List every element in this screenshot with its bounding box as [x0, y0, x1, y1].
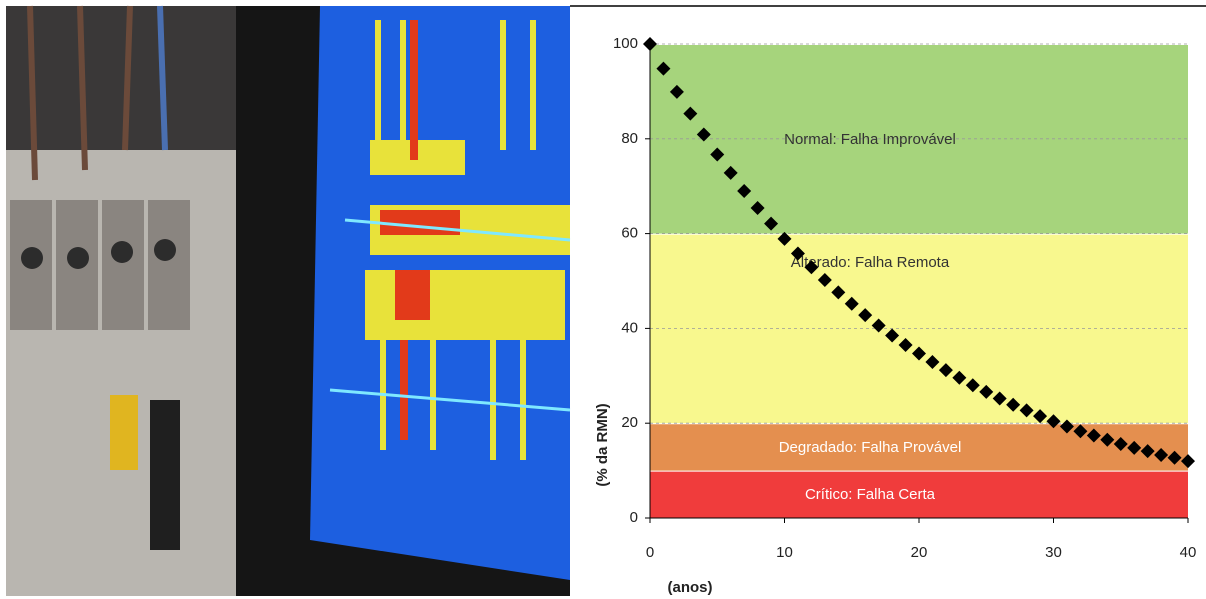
- point: [1167, 450, 1182, 465]
- y-tick-label: 40: [621, 319, 638, 336]
- x-tick-label: 0: [646, 544, 654, 561]
- point: [871, 318, 886, 333]
- thermal-heat: [380, 20, 460, 440]
- point: [750, 201, 765, 216]
- breaker-switch: [110, 395, 138, 470]
- point: [696, 127, 711, 142]
- point: [992, 391, 1007, 406]
- y-tick-label: 0: [630, 509, 638, 526]
- band: [650, 233, 1188, 424]
- band-label: Normal: Falha Improvável: [784, 131, 956, 148]
- point: [844, 296, 859, 311]
- point: [965, 378, 980, 393]
- y-axis-label: (% da RMN): [594, 403, 611, 486]
- point: [885, 328, 900, 343]
- point: [898, 337, 913, 352]
- y-tick-label: 80: [621, 130, 638, 147]
- thermal-lines: [329, 218, 571, 412]
- point: [1127, 440, 1142, 455]
- wires: [27, 5, 168, 181]
- x-tick-label: 20: [911, 544, 928, 561]
- point: [1033, 409, 1048, 424]
- point: [1181, 454, 1195, 469]
- point: [979, 384, 994, 399]
- point: [683, 106, 698, 121]
- band-label: Alterado: Falha Remota: [791, 254, 950, 271]
- breaker-holes: [21, 239, 176, 269]
- point: [656, 61, 671, 76]
- point: [1073, 424, 1088, 439]
- point: [737, 183, 752, 198]
- point: [790, 246, 805, 261]
- x-tick-label: 40: [1180, 544, 1197, 561]
- photo: [6, 5, 571, 596]
- point: [1086, 428, 1101, 443]
- band-label: Crítico: Falha Certa: [805, 486, 936, 503]
- x-tick-label: 30: [1045, 544, 1062, 561]
- point: [1100, 432, 1115, 447]
- y-tick-label: 20: [621, 414, 638, 431]
- point: [938, 363, 953, 378]
- point: [1046, 414, 1061, 429]
- band-label: Degradado: Falha Provável: [779, 439, 962, 456]
- y-tick-label: 100: [613, 35, 638, 52]
- point: [643, 37, 657, 51]
- point: [817, 273, 832, 288]
- x-tick-label: 10: [776, 544, 793, 561]
- breakers: [10, 200, 190, 330]
- point: [912, 346, 926, 361]
- y-tick-label: 60: [621, 225, 638, 242]
- point: [1113, 437, 1128, 452]
- point: [831, 285, 846, 300]
- point: [1154, 447, 1169, 462]
- point: [710, 147, 725, 162]
- point: [669, 84, 684, 99]
- band: [650, 44, 1188, 234]
- point: [777, 231, 792, 246]
- point: [1006, 397, 1021, 412]
- point: [1019, 403, 1034, 418]
- point: [925, 355, 940, 370]
- point: [858, 308, 873, 323]
- point: [1140, 444, 1155, 459]
- point: [952, 370, 967, 385]
- point: [764, 216, 779, 231]
- band: [650, 470, 1188, 518]
- band: [650, 423, 1188, 471]
- point: [804, 260, 819, 275]
- x-axis-label: (anos): [668, 579, 713, 596]
- point: [723, 165, 738, 180]
- breaker-slot: [150, 400, 180, 550]
- point: [1059, 419, 1074, 434]
